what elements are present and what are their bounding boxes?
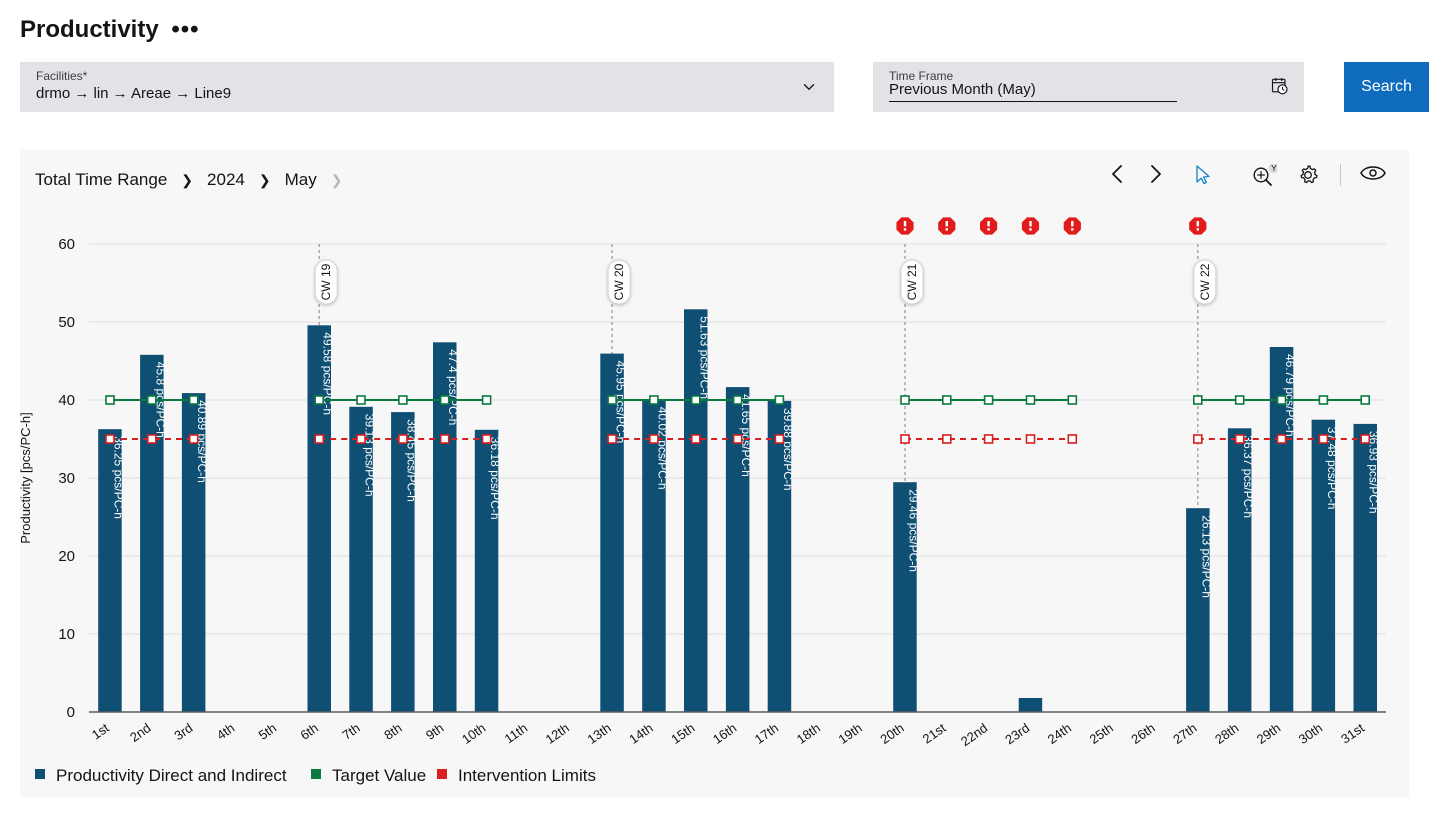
svg-text:19th: 19th xyxy=(835,720,864,747)
svg-text:30: 30 xyxy=(58,470,75,487)
svg-text:40.02 pcs/PC-h: 40.02 pcs/PC-h xyxy=(655,407,669,490)
svg-text:12th: 12th xyxy=(543,720,572,747)
svg-text:Y: Y xyxy=(1271,164,1277,173)
svg-text:23rd: 23rd xyxy=(1002,720,1032,747)
svg-text:30th: 30th xyxy=(1296,720,1325,747)
svg-text:1st: 1st xyxy=(89,720,112,742)
svg-text:CW 20: CW 20 xyxy=(612,263,626,300)
svg-text:9th: 9th xyxy=(423,720,446,743)
svg-text:39.13 pcs/PC-h: 39.13 pcs/PC-h xyxy=(363,414,377,497)
svg-text:60: 60 xyxy=(58,236,75,253)
svg-text:18th: 18th xyxy=(794,720,823,747)
svg-text:0: 0 xyxy=(67,704,75,721)
svg-text:16th: 16th xyxy=(710,720,739,747)
svg-text:36.18 pcs/PC-h: 36.18 pcs/PC-h xyxy=(488,437,502,520)
svg-text:10: 10 xyxy=(58,626,75,643)
svg-text:10th: 10th xyxy=(459,720,488,747)
svg-text:31st: 31st xyxy=(1338,720,1367,747)
svg-text:51.63 pcs/PC-h: 51.63 pcs/PC-h xyxy=(697,316,711,399)
svg-text:14th: 14th xyxy=(626,720,655,747)
svg-text:26.13 pcs/PC-h: 26.13 pcs/PC-h xyxy=(1199,515,1213,598)
svg-text:27th: 27th xyxy=(1170,720,1199,747)
svg-text:CW 22: CW 22 xyxy=(1198,263,1212,300)
svg-text:6th: 6th xyxy=(298,720,321,743)
svg-text:4th: 4th xyxy=(214,720,237,743)
svg-text:28th: 28th xyxy=(1212,720,1241,747)
svg-text:7th: 7th xyxy=(339,720,362,743)
svg-text:24th: 24th xyxy=(1045,720,1074,747)
svg-text:CW 21: CW 21 xyxy=(905,263,919,300)
svg-text:17th: 17th xyxy=(752,720,781,747)
svg-text:25th: 25th xyxy=(1087,720,1116,747)
svg-text:20th: 20th xyxy=(877,720,906,747)
svg-text:Productivity [pcs/PC-h]: Productivity [pcs/PC-h] xyxy=(20,412,33,544)
svg-text:47.4 pcs/PC-h: 47.4 pcs/PC-h xyxy=(446,349,460,425)
svg-text:29.46 pcs/PC-h: 29.46 pcs/PC-h xyxy=(907,489,921,572)
svg-text:2nd: 2nd xyxy=(127,720,153,745)
svg-text:8th: 8th xyxy=(381,720,404,743)
svg-text:22nd: 22nd xyxy=(958,720,990,749)
svg-text:40: 40 xyxy=(58,392,75,409)
svg-text:26th: 26th xyxy=(1128,720,1157,747)
svg-text:5th: 5th xyxy=(256,720,279,743)
svg-text:38.45 pcs/PC-h: 38.45 pcs/PC-h xyxy=(404,419,418,502)
svg-text:15th: 15th xyxy=(668,720,697,747)
svg-text:CW 19: CW 19 xyxy=(319,263,333,300)
svg-text:50: 50 xyxy=(58,314,75,331)
svg-text:39.88 pcs/PC-h: 39.88 pcs/PC-h xyxy=(781,408,795,491)
svg-text:11th: 11th xyxy=(502,720,531,746)
svg-text:36.37 pcs/PC-h: 36.37 pcs/PC-h xyxy=(1241,435,1255,518)
svg-text:36.25 pcs/PC-h: 36.25 pcs/PC-h xyxy=(112,436,126,519)
svg-text:20: 20 xyxy=(58,548,75,565)
svg-text:3rd: 3rd xyxy=(171,720,195,743)
svg-text:21st: 21st xyxy=(920,720,949,747)
svg-text:29th: 29th xyxy=(1254,720,1283,747)
svg-text:13th: 13th xyxy=(584,720,613,747)
